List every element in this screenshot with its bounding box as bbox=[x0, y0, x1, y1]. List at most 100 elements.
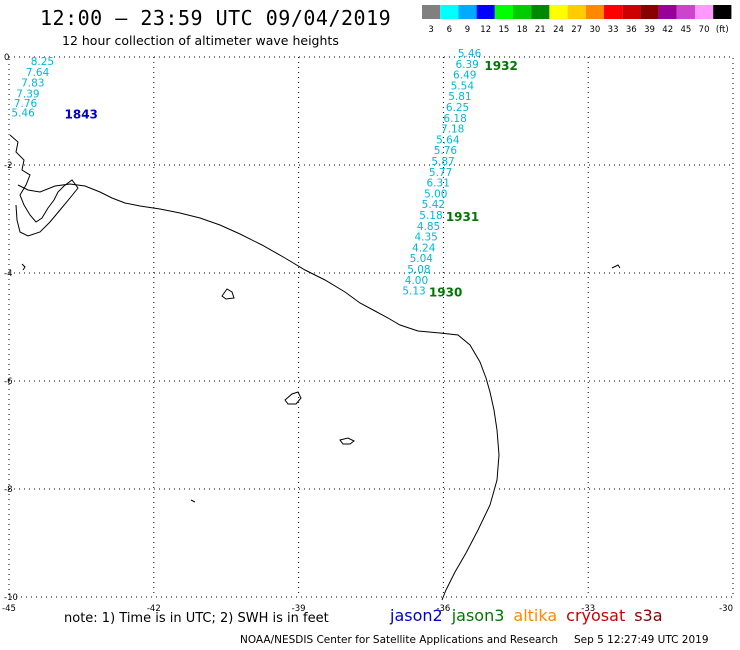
island-c bbox=[339, 437, 355, 445]
wave-height-value: 6.31 bbox=[427, 178, 450, 190]
map-frame bbox=[8, 56, 734, 598]
offshore-islands bbox=[21, 263, 621, 503]
wave-height-value: 6.25 bbox=[446, 102, 469, 114]
lat-tick-label: -4 bbox=[4, 269, 12, 279]
colorbar-label: 12 bbox=[480, 25, 491, 35]
colorbar-label: 33 bbox=[608, 25, 619, 35]
wave-height-value: 5.76 bbox=[434, 145, 458, 157]
wave-height-value: 8.25 bbox=[31, 56, 54, 68]
colorbar-label: 6 bbox=[447, 25, 452, 35]
map-subtitle: 12 hour collection of altimeter wave hei… bbox=[62, 33, 339, 48]
track-jason2-1843: 8.257.647.837.397.765.46 1843 bbox=[11, 56, 97, 121]
wave-height-value: 5.46 bbox=[11, 107, 35, 119]
colorbar-swatch-4 bbox=[494, 5, 513, 19]
axis-tick-labels: -45 -42 -39 -36 -33 -30 0 -2 -4 -6 -8 -10 bbox=[2, 53, 733, 614]
pass-time-label: 1931 bbox=[446, 210, 479, 224]
colorbar-swatch-1 bbox=[440, 5, 459, 19]
colorbar-label: 15 bbox=[498, 25, 509, 35]
colorbar-label: 39 bbox=[644, 25, 655, 35]
lat-tick-label: -2 bbox=[4, 161, 12, 171]
wave-height-value: 5.42 bbox=[422, 199, 445, 211]
lat-tick-label: -8 bbox=[4, 485, 12, 495]
wave-height-value: 5.00 bbox=[424, 188, 447, 200]
colorbar-label: 24 bbox=[553, 25, 564, 35]
wave-height-value: 4.35 bbox=[414, 232, 437, 244]
colorbar-swatch-16 bbox=[713, 5, 732, 19]
colorbar-label: 21 bbox=[535, 25, 546, 35]
legend-jason3: jason3 bbox=[451, 606, 505, 625]
colorbar-swatch-10 bbox=[604, 5, 623, 19]
colorbar-swatch-15 bbox=[695, 5, 714, 19]
wave-height-value: 6.18 bbox=[443, 113, 466, 125]
track-jason3-1931: 5.425.184.854.354.245.045.084.00 1931 bbox=[405, 199, 479, 287]
wave-height-value: 5.46 bbox=[458, 48, 482, 60]
wave-height-value: 7.76 bbox=[14, 98, 38, 110]
colorbar-swatch-13 bbox=[658, 5, 677, 19]
colorbar-label: 18 bbox=[517, 25, 528, 35]
coastline bbox=[9, 134, 500, 601]
colorbar-swatch-11 bbox=[622, 5, 641, 19]
lat-tick-label: 0 bbox=[4, 53, 9, 63]
island-a bbox=[221, 288, 235, 300]
colorbar-label: 30 bbox=[589, 25, 600, 35]
colorbar-swatch-14 bbox=[676, 5, 695, 19]
lat-tick-label: -6 bbox=[4, 377, 12, 387]
track-jason3-1930: 5.13 1930 bbox=[402, 286, 462, 300]
wave-height-value: 7.83 bbox=[21, 78, 44, 90]
wave-height-value: 5.87 bbox=[431, 156, 454, 168]
colorbar-label: 70 bbox=[699, 25, 710, 35]
lon-tick-label: -39 bbox=[292, 604, 306, 614]
colorbar-label: 3 bbox=[428, 25, 433, 35]
wave-height-value: 7.64 bbox=[26, 67, 50, 79]
wave-height-value: 6.49 bbox=[453, 70, 476, 82]
legend-s3a: s3a bbox=[634, 606, 663, 625]
lon-tick-label: -30 bbox=[719, 604, 733, 614]
colorbar-swatch-12 bbox=[640, 5, 659, 19]
credit-footer: NOAA/NESDIS Center for Satellite Applica… bbox=[240, 634, 709, 646]
lon-tick-label: -36 bbox=[436, 604, 450, 614]
wave-height-value: 4.00 bbox=[405, 275, 428, 287]
wave-height-value: 5.18 bbox=[419, 210, 442, 222]
track-jason3-1932: 5.466.396.495.545.816.256.187.185.645.76… bbox=[424, 48, 518, 200]
wave-height-value: 5.04 bbox=[410, 253, 434, 265]
colorbar-label: 36 bbox=[626, 25, 637, 35]
wave-height-value: 5.77 bbox=[429, 167, 452, 179]
pass-time-label: 1932 bbox=[484, 59, 517, 73]
colorbar-swatch-8 bbox=[567, 5, 586, 19]
lon-tick-label: -42 bbox=[147, 604, 161, 614]
wave-height-value: 5.81 bbox=[448, 91, 471, 103]
frame-border bbox=[8, 56, 734, 598]
lat-lon-grid bbox=[9, 57, 733, 597]
altimeter-tracks: 8.257.647.837.397.765.46 18435.466.396.49… bbox=[11, 48, 517, 300]
legend-jason2: jason2 bbox=[390, 606, 443, 625]
wave-height-value: 5.54 bbox=[451, 80, 475, 92]
colorbar-swatch-5 bbox=[513, 5, 532, 19]
legend-cryosat: cryosat bbox=[566, 606, 626, 625]
pass-time-label: 1843 bbox=[65, 107, 98, 121]
colorbar-swatch-0 bbox=[422, 5, 441, 19]
wave-height-value: 6.39 bbox=[455, 59, 478, 71]
lat-tick-label: -10 bbox=[4, 593, 18, 603]
colorbar-swatch-6 bbox=[531, 5, 550, 19]
color-scale-bar: 3 6 9 12 15 18 21 24 27 30 33 36 39 42 45 70 (ft) bbox=[422, 5, 732, 35]
wave-height-value: 5.13 bbox=[402, 286, 425, 298]
wave-height-value: 4.85 bbox=[417, 221, 440, 233]
colorbar-label: 42 bbox=[662, 25, 673, 35]
map-title: 12:00 — 23:59 UTC 09/04/2019 bbox=[40, 6, 392, 30]
units-note: note: 1) Time is in UTC; 2) SWH is in fe… bbox=[64, 611, 329, 626]
wave-height-value: 4.24 bbox=[412, 242, 436, 254]
colorbar-swatch-9 bbox=[585, 5, 604, 19]
wave-height-value: 7.18 bbox=[441, 124, 464, 136]
colorbar-label: (ft) bbox=[716, 25, 729, 35]
colorbar-label: 9 bbox=[465, 25, 470, 35]
generated-timestamp: Sep 5 12:27:49 UTC 2019 bbox=[574, 634, 709, 646]
colorbar-swatch-7 bbox=[549, 5, 568, 19]
island-b bbox=[284, 391, 302, 405]
colorbar-label: 27 bbox=[571, 25, 582, 35]
island-e bbox=[190, 499, 196, 503]
wave-height-value: 5.64 bbox=[436, 134, 460, 146]
wave-height-value: 7.39 bbox=[16, 89, 39, 101]
satellite-legend: jason2 jason3 altika cryosat s3a bbox=[390, 606, 672, 625]
lon-tick-label: -45 bbox=[2, 604, 16, 614]
